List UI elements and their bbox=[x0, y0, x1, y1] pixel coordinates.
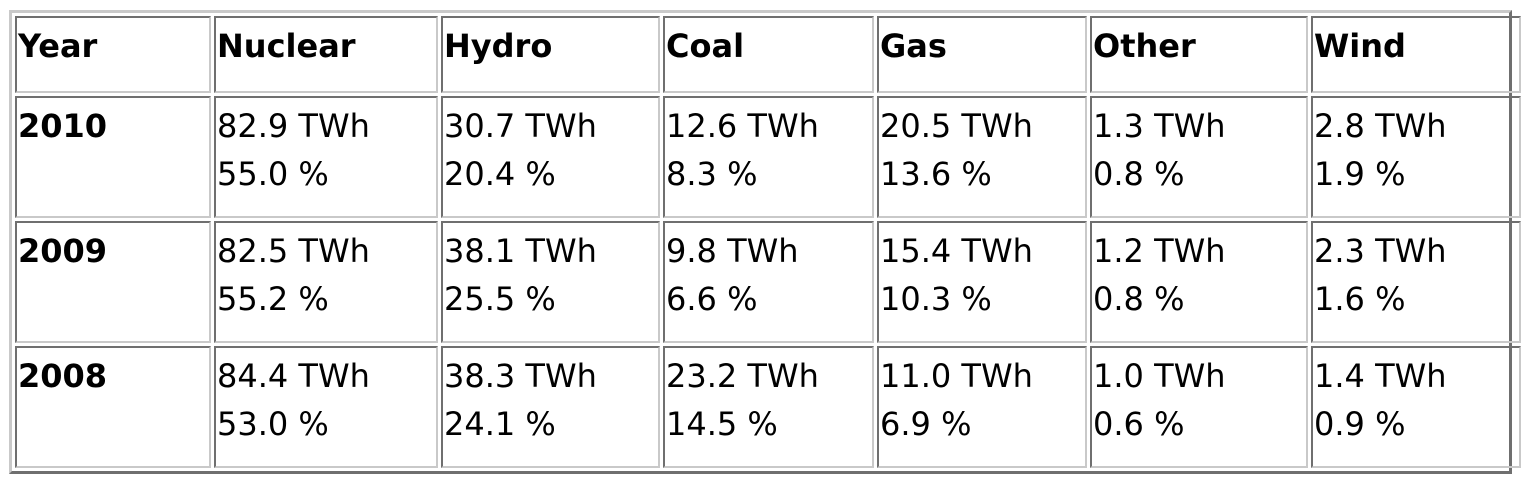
percent-value: 10.3 % bbox=[880, 280, 992, 318]
percent-value: 24.1 % bbox=[444, 405, 556, 443]
percent-value: 6.6 % bbox=[666, 280, 758, 318]
wind-cell: 2.3 TWh 1.6 % bbox=[1311, 221, 1521, 343]
row-year-cell: 2008 bbox=[15, 346, 211, 468]
energy-production-table: Year Nuclear Hydro Coal Gas Other Wind 2… bbox=[12, 13, 1522, 471]
twh-value: 2.3 TWh bbox=[1314, 232, 1447, 270]
percent-value: 8.3 % bbox=[666, 155, 758, 193]
header-gas: Gas bbox=[877, 16, 1087, 93]
twh-value: 38.3 TWh bbox=[444, 357, 597, 395]
twh-value: 1.2 TWh bbox=[1093, 232, 1226, 270]
header-hydro: Hydro bbox=[441, 16, 660, 93]
twh-value: 1.0 TWh bbox=[1093, 357, 1226, 395]
percent-value: 0.9 % bbox=[1314, 405, 1406, 443]
twh-value: 30.7 TWh bbox=[444, 107, 597, 145]
twh-value: 82.9 TWh bbox=[217, 107, 370, 145]
twh-value: 12.6 TWh bbox=[666, 107, 819, 145]
energy-table-frame: Year Nuclear Hydro Coal Gas Other Wind 2… bbox=[9, 10, 1521, 474]
twh-value: 9.8 TWh bbox=[666, 232, 799, 270]
wind-cell: 2.8 TWh 1.9 % bbox=[1311, 96, 1521, 218]
percent-value: 53.0 % bbox=[217, 405, 329, 443]
percent-value: 6.9 % bbox=[880, 405, 972, 443]
nuclear-cell: 84.4 TWh 53.0 % bbox=[214, 346, 438, 468]
table-row: 2008 84.4 TWh 53.0 % 38.3 TWh 24.1 % 23.… bbox=[15, 346, 1521, 468]
hydro-cell: 38.3 TWh 24.1 % bbox=[441, 346, 660, 468]
header-other: Other bbox=[1090, 16, 1308, 93]
percent-value: 1.9 % bbox=[1314, 155, 1406, 193]
percent-value: 55.0 % bbox=[217, 155, 329, 193]
twh-value: 84.4 TWh bbox=[217, 357, 370, 395]
header-year: Year bbox=[15, 16, 211, 93]
nuclear-cell: 82.5 TWh 55.2 % bbox=[214, 221, 438, 343]
row-year-cell: 2009 bbox=[15, 221, 211, 343]
percent-value: 20.4 % bbox=[444, 155, 556, 193]
percent-value: 1.6 % bbox=[1314, 280, 1406, 318]
percent-value: 55.2 % bbox=[217, 280, 329, 318]
twh-value: 20.5 TWh bbox=[880, 107, 1033, 145]
percent-value: 13.6 % bbox=[880, 155, 992, 193]
table-row: 2009 82.5 TWh 55.2 % 38.1 TWh 25.5 % 9.8… bbox=[15, 221, 1521, 343]
percent-value: 0.8 % bbox=[1093, 280, 1185, 318]
coal-cell: 12.6 TWh 8.3 % bbox=[663, 96, 874, 218]
coal-cell: 23.2 TWh 14.5 % bbox=[663, 346, 874, 468]
percent-value: 0.6 % bbox=[1093, 405, 1185, 443]
percent-value: 0.8 % bbox=[1093, 155, 1185, 193]
percent-value: 14.5 % bbox=[666, 405, 778, 443]
table-header-row: Year Nuclear Hydro Coal Gas Other Wind bbox=[15, 16, 1521, 93]
twh-value: 38.1 TWh bbox=[444, 232, 597, 270]
row-year-cell: 2010 bbox=[15, 96, 211, 218]
other-cell: 1.3 TWh 0.8 % bbox=[1090, 96, 1308, 218]
twh-value: 2.8 TWh bbox=[1314, 107, 1447, 145]
coal-cell: 9.8 TWh 6.6 % bbox=[663, 221, 874, 343]
twh-value: 1.4 TWh bbox=[1314, 357, 1447, 395]
header-wind: Wind bbox=[1311, 16, 1521, 93]
gas-cell: 20.5 TWh 13.6 % bbox=[877, 96, 1087, 218]
twh-value: 11.0 TWh bbox=[880, 357, 1033, 395]
nuclear-cell: 82.9 TWh 55.0 % bbox=[214, 96, 438, 218]
header-nuclear: Nuclear bbox=[214, 16, 438, 93]
twh-value: 1.3 TWh bbox=[1093, 107, 1226, 145]
other-cell: 1.2 TWh 0.8 % bbox=[1090, 221, 1308, 343]
hydro-cell: 38.1 TWh 25.5 % bbox=[441, 221, 660, 343]
twh-value: 23.2 TWh bbox=[666, 357, 819, 395]
percent-value: 25.5 % bbox=[444, 280, 556, 318]
other-cell: 1.0 TWh 0.6 % bbox=[1090, 346, 1308, 468]
twh-value: 15.4 TWh bbox=[880, 232, 1033, 270]
header-coal: Coal bbox=[663, 16, 874, 93]
gas-cell: 15.4 TWh 10.3 % bbox=[877, 221, 1087, 343]
hydro-cell: 30.7 TWh 20.4 % bbox=[441, 96, 660, 218]
twh-value: 82.5 TWh bbox=[217, 232, 370, 270]
wind-cell: 1.4 TWh 0.9 % bbox=[1311, 346, 1521, 468]
table-row: 2010 82.9 TWh 55.0 % 30.7 TWh 20.4 % 12.… bbox=[15, 96, 1521, 218]
gas-cell: 11.0 TWh 6.9 % bbox=[877, 346, 1087, 468]
